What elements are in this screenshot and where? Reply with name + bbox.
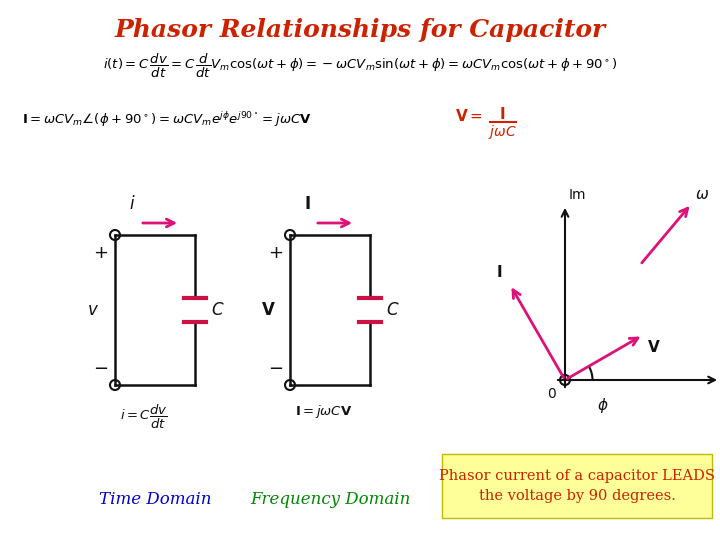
Text: $j\omega C$: $j\omega C$ [487,123,516,141]
Text: $\omega$: $\omega$ [696,187,709,202]
Text: Im: Im [569,188,587,202]
Text: Phasor Relationships for Capacitor: Phasor Relationships for Capacitor [114,18,606,42]
Text: $\mathbf{V}$: $\mathbf{V}$ [261,301,275,319]
Text: $\mathbf{I}$: $\mathbf{I}$ [304,195,310,213]
Text: $-$: $-$ [269,358,284,376]
Text: $\phi$: $\phi$ [597,396,608,415]
Text: +: + [269,244,284,262]
Text: $\mathbf{V}=$: $\mathbf{V}=$ [455,108,483,124]
Text: +: + [94,244,109,262]
Text: $i(t) = C\,\dfrac{dv}{dt} = C\,\dfrac{d}{dt}V_m\cos(\omega t+\phi)= -\omega CV_m: $i(t) = C\,\dfrac{dv}{dt} = C\,\dfrac{d}… [102,52,618,80]
Text: $v$: $v$ [87,301,99,319]
Text: Phasor current of a capacitor LEADS
the voltage by 90 degrees.: Phasor current of a capacitor LEADS the … [439,469,715,503]
Text: $i = C\dfrac{dv}{dt}$: $i = C\dfrac{dv}{dt}$ [120,403,168,431]
Text: $-$: $-$ [94,358,109,376]
Text: Time Domain: Time Domain [99,491,211,509]
Text: $C$: $C$ [211,301,225,319]
Text: $\mathbf{I} = \omega CV_m\angle(\phi+90^\circ)=\omega CV_me^{j\phi}e^{j90^\circ}: $\mathbf{I} = \omega CV_m\angle(\phi+90^… [22,110,312,129]
Text: $\mathbf{V}$: $\mathbf{V}$ [647,339,661,355]
Text: $C$: $C$ [386,301,400,319]
Text: 0: 0 [546,387,555,401]
Text: $\mathbf{I}$: $\mathbf{I}$ [499,106,505,122]
Text: $i$: $i$ [129,195,135,213]
FancyBboxPatch shape [442,454,712,518]
Text: $\mathbf{I}$: $\mathbf{I}$ [496,264,502,280]
Text: $\mathbf{I} = j\omega C\mathbf{V}$: $\mathbf{I} = j\omega C\mathbf{V}$ [295,403,352,420]
Text: Frequency Domain: Frequency Domain [250,491,410,509]
